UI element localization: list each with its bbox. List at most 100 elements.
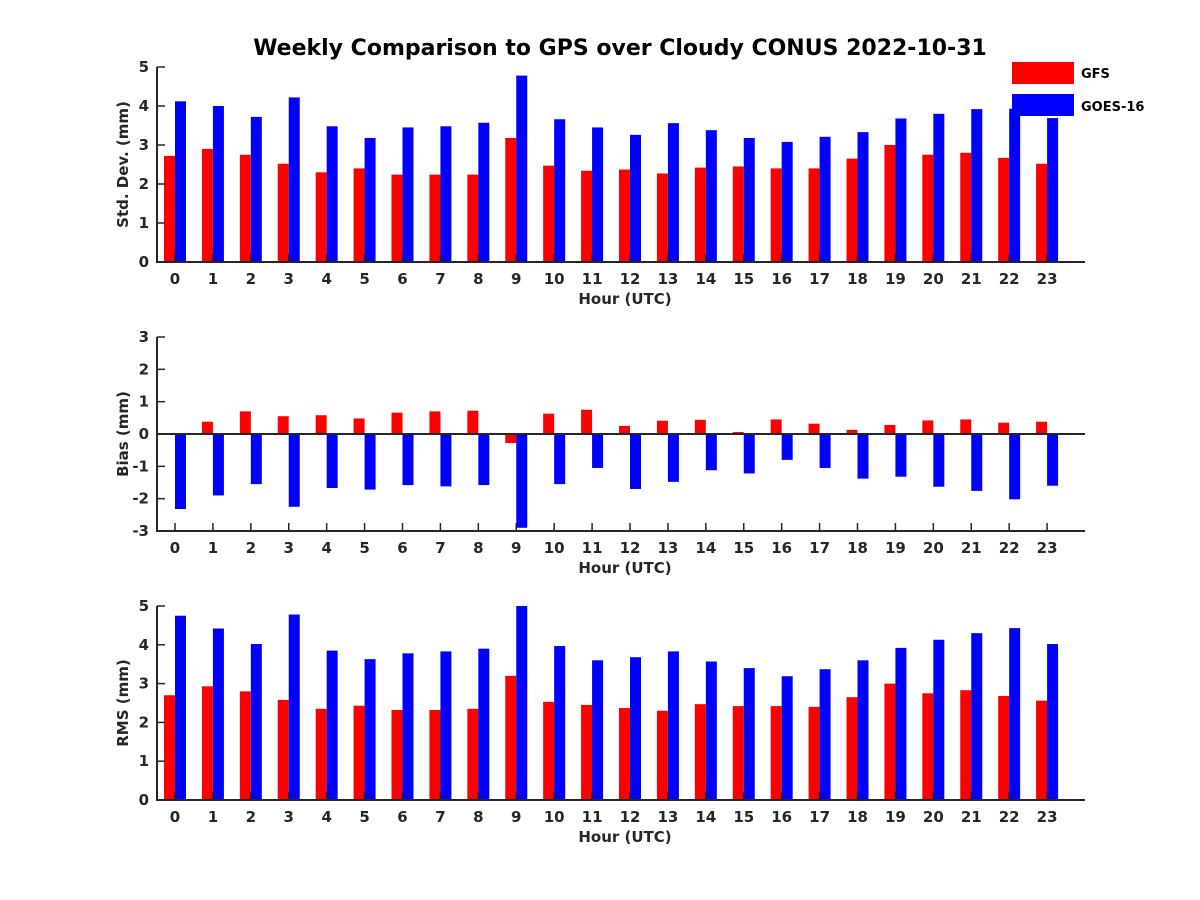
y-axis-label-bias-mm: Bias (mm)	[114, 391, 132, 477]
y-tick-label-bias-mm: -2	[132, 490, 149, 508]
bar-rms-mm-goes-16-hour-19	[895, 647, 907, 800]
bar-std-dev-mm-gfs-hour-9	[505, 137, 517, 262]
y-tick-label-bias-mm: 0	[139, 425, 149, 443]
bar-rms-mm-gfs-hour-16	[770, 706, 782, 800]
y-tick-label-bias-mm: -3	[132, 522, 149, 540]
bar-rms-mm-gfs-hour-23	[1036, 700, 1048, 800]
x-tick-label-rms-mm: 15	[733, 808, 754, 826]
bar-rms-mm-gfs-hour-1	[201, 686, 213, 800]
bar-rms-mm-goes-16-hour-2	[250, 644, 262, 800]
y-tick-label-rms-mm: 2	[139, 713, 149, 731]
bar-bias-mm-goes-16-hour-10	[554, 434, 566, 485]
x-tick-label-std-dev-mm: 6	[397, 270, 407, 288]
x-tick-label-bias-mm: 9	[511, 539, 521, 557]
bar-std-dev-mm-gfs-hour-0	[164, 155, 175, 262]
x-tick-label-std-dev-mm: 13	[657, 270, 678, 288]
x-tick-label-bias-mm: 0	[170, 539, 180, 557]
x-tick-label-bias-mm: 1	[208, 539, 218, 557]
bar-bias-mm-goes-16-hour-18	[857, 434, 869, 479]
bar-bias-mm-goes-16-hour-0	[175, 434, 186, 510]
x-tick-label-std-dev-mm: 0	[170, 270, 180, 288]
bar-bias-mm-gfs-hour-9	[505, 434, 517, 444]
x-tick-label-std-dev-mm: 19	[885, 270, 906, 288]
bar-bias-mm-goes-16-hour-14	[705, 434, 717, 471]
bar-rms-mm-goes-16-hour-22	[1009, 628, 1021, 800]
bar-rms-mm-goes-16-hour-10	[554, 645, 566, 800]
bar-std-dev-mm-gfs-hour-12	[619, 169, 630, 262]
y-tick-label-std-dev-mm: 1	[139, 214, 149, 232]
bar-rms-mm-goes-16-hour-18	[857, 660, 869, 800]
bar-bias-mm-goes-16-hour-2	[250, 434, 262, 485]
bar-bias-mm-gfs-hour-17	[808, 423, 820, 434]
bar-bias-mm-gfs-hour-6	[391, 412, 403, 434]
bar-bias-mm-goes-16-hour-5	[364, 434, 376, 490]
bar-bias-mm-gfs-hour-3	[277, 416, 289, 434]
x-tick-label-std-dev-mm: 2	[246, 270, 256, 288]
bar-std-dev-mm-gfs-hour-2	[239, 154, 251, 262]
bar-std-dev-mm-gfs-hour-18	[846, 158, 858, 262]
bar-bias-mm-gfs-hour-8	[467, 410, 479, 434]
x-tick-label-std-dev-mm: 10	[544, 270, 565, 288]
x-tick-label-bias-mm: 18	[847, 539, 868, 557]
y-tick-label-std-dev-mm: 5	[139, 58, 149, 76]
bar-rms-mm-gfs-hour-2	[239, 691, 251, 800]
bar-rms-mm-gfs-hour-13	[656, 710, 668, 800]
bar-std-dev-mm-gfs-hour-22	[998, 157, 1010, 262]
x-tick-label-rms-mm: 21	[961, 808, 982, 826]
bar-std-dev-mm-gfs-hour-16	[770, 168, 782, 262]
bar-bias-mm-goes-16-hour-9	[516, 434, 528, 528]
x-tick-label-std-dev-mm: 23	[1037, 270, 1058, 288]
bar-bias-mm-goes-16-hour-21	[971, 434, 983, 491]
x-tick-label-rms-mm: 2	[246, 808, 256, 826]
x-tick-label-rms-mm: 4	[321, 808, 331, 826]
bar-std-dev-mm-gfs-hour-20	[922, 154, 934, 262]
y-tick-label-rms-mm: 4	[139, 636, 149, 654]
bar-std-dev-mm-goes-16-hour-4	[326, 126, 338, 262]
x-axis-label-rms-mm: Hour (UTC)	[578, 828, 671, 846]
bar-rms-mm-goes-16-hour-21	[971, 633, 983, 800]
x-tick-label-rms-mm: 3	[284, 808, 294, 826]
bar-rms-mm-gfs-hour-22	[998, 696, 1010, 800]
bar-bias-mm-gfs-hour-5	[353, 418, 365, 434]
bar-bias-mm-goes-16-hour-12	[630, 434, 641, 489]
bar-std-dev-mm-goes-16-hour-23	[1047, 118, 1059, 262]
bar-std-dev-mm-gfs-hour-15	[732, 166, 744, 262]
bar-bias-mm-goes-16-hour-1	[212, 434, 224, 496]
x-tick-label-bias-mm: 10	[544, 539, 565, 557]
x-tick-label-std-dev-mm: 11	[582, 270, 603, 288]
bar-std-dev-mm-goes-16-hour-3	[288, 97, 300, 262]
x-tick-label-std-dev-mm: 18	[847, 270, 868, 288]
x-tick-label-bias-mm: 11	[582, 539, 603, 557]
bar-std-dev-mm-gfs-hour-5	[353, 168, 365, 262]
x-tick-label-bias-mm: 8	[473, 539, 483, 557]
bar-rms-mm-gfs-hour-3	[277, 699, 289, 800]
bar-std-dev-mm-goes-16-hour-1	[212, 106, 224, 262]
bar-std-dev-mm-gfs-hour-13	[656, 173, 668, 262]
bar-bias-mm-gfs-hour-18	[846, 429, 858, 434]
x-tick-label-rms-mm: 18	[847, 808, 868, 826]
x-tick-label-bias-mm: 14	[695, 539, 716, 557]
y-tick-label-bias-mm: 3	[139, 328, 149, 346]
y-tick-label-bias-mm: -1	[132, 457, 149, 475]
bar-rms-mm-gfs-hour-7	[429, 709, 441, 800]
bar-rms-mm-gfs-hour-20	[922, 693, 934, 800]
bar-rms-mm-goes-16-hour-5	[364, 659, 376, 800]
x-tick-label-bias-mm: 17	[809, 539, 830, 557]
x-tick-label-rms-mm: 19	[885, 808, 906, 826]
bar-std-dev-mm-goes-16-hour-21	[971, 109, 983, 263]
bar-std-dev-mm-goes-16-hour-13	[667, 123, 679, 262]
bar-std-dev-mm-goes-16-hour-12	[630, 134, 641, 262]
bar-std-dev-mm-goes-16-hour-0	[175, 101, 186, 262]
legend: GFS GOES-16	[1012, 62, 1144, 116]
bar-rms-mm-goes-16-hour-3	[288, 614, 300, 800]
bar-std-dev-mm-gfs-hour-11	[581, 170, 593, 262]
x-tick-label-bias-mm: 3	[284, 539, 294, 557]
bar-bias-mm-goes-16-hour-19	[895, 434, 907, 477]
bar-std-dev-mm-goes-16-hour-9	[516, 75, 528, 262]
x-tick-label-rms-mm: 16	[771, 808, 792, 826]
x-tick-label-bias-mm: 7	[435, 539, 445, 557]
bar-std-dev-mm-goes-16-hour-19	[895, 118, 907, 262]
bar-rms-mm-goes-16-hour-0	[175, 615, 186, 800]
